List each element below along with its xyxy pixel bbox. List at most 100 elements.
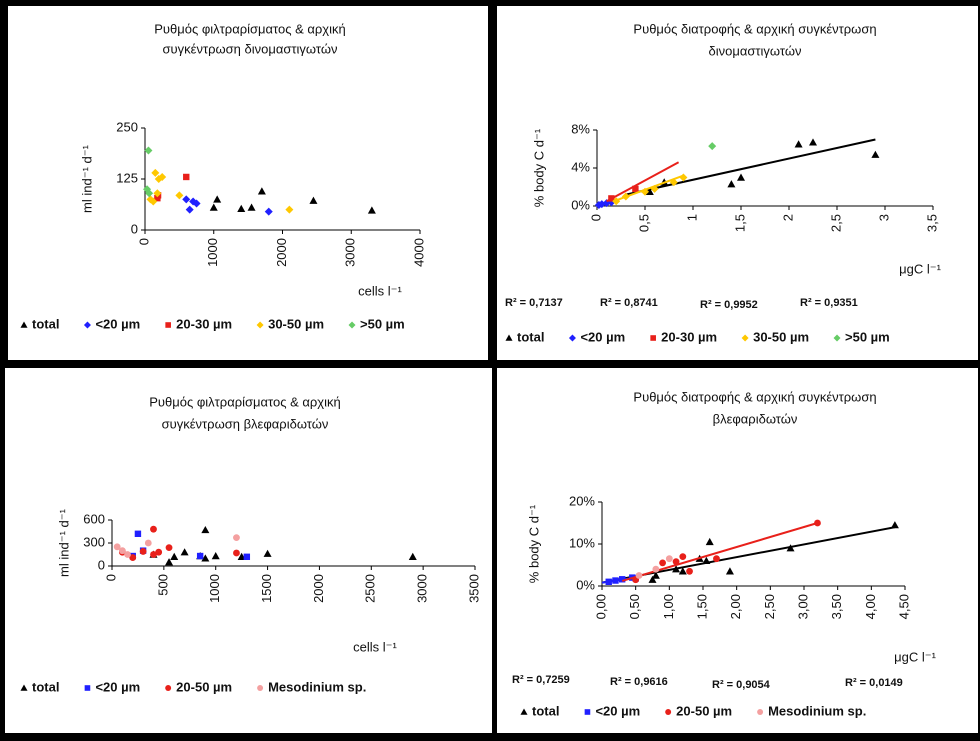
point xyxy=(672,558,680,566)
point xyxy=(263,549,272,557)
point xyxy=(134,530,142,537)
annotation: R² = 0,8741 xyxy=(600,297,658,309)
legend-label: 20-30 µm xyxy=(176,316,232,331)
x-axis-label: μgC l⁻¹ xyxy=(894,649,936,664)
point xyxy=(165,558,174,566)
y-axis-label: % body C d⁻¹ xyxy=(526,504,541,583)
chart-title: Ρυθμός διατροφής & αρχική συγκέντρωση xyxy=(633,389,876,404)
x-tick-label: 4000 xyxy=(411,238,426,267)
legend-label: 20-50 µm xyxy=(676,703,732,718)
chart-title: βλεφαριδωτών xyxy=(713,411,798,426)
point xyxy=(672,565,681,573)
x-tick-label: 3,00 xyxy=(795,594,810,619)
point xyxy=(237,204,246,212)
y-tick-label: 8% xyxy=(571,121,590,136)
point xyxy=(196,552,204,560)
point xyxy=(233,534,240,542)
point xyxy=(408,552,417,560)
point xyxy=(144,146,153,155)
legend-marker xyxy=(757,709,764,715)
annotation: R² = 0,9952 xyxy=(700,299,758,311)
legend-marker xyxy=(165,685,172,691)
x-tick-label: 1,5 xyxy=(732,214,747,232)
y-tick-label: 10% xyxy=(569,535,595,550)
x-tick-label: 1,00 xyxy=(661,594,676,619)
annotation: R² = 0,7259 xyxy=(512,674,570,686)
annotation: R² = 0,0149 xyxy=(845,677,903,689)
x-tick-label: 0,5 xyxy=(636,214,651,232)
point xyxy=(233,549,240,557)
point xyxy=(247,203,256,211)
point xyxy=(129,554,137,561)
legend-marker xyxy=(505,334,513,341)
x-tick-label: 4,50 xyxy=(896,594,911,619)
point xyxy=(183,173,190,181)
legend-marker xyxy=(256,321,264,329)
y-tick-label: 20% xyxy=(569,493,595,508)
point xyxy=(632,185,639,193)
legend-marker xyxy=(257,685,264,691)
point xyxy=(264,207,273,216)
annotation: R² = 0,9054 xyxy=(712,679,771,691)
x-tick-label: 1000 xyxy=(207,574,222,603)
panel xyxy=(497,6,978,360)
legend-label: Mesodinium sp. xyxy=(768,703,866,718)
legend-marker xyxy=(20,321,28,328)
legend-label: Mesodinium sp. xyxy=(268,679,366,694)
x-tick-label: 3500 xyxy=(466,574,481,603)
point xyxy=(209,203,218,211)
x-tick-label: 3000 xyxy=(415,574,430,603)
x-tick-label: 1,50 xyxy=(694,594,709,619)
x-tick-label: 3,50 xyxy=(829,594,844,619)
point xyxy=(151,168,160,177)
legend-marker xyxy=(20,684,28,691)
x-tick-label: 0,00 xyxy=(593,594,608,619)
point xyxy=(705,537,714,546)
point xyxy=(165,544,173,551)
x-tick-label: 2,50 xyxy=(762,594,777,619)
point xyxy=(786,544,795,552)
legend-label: total xyxy=(532,703,559,718)
point xyxy=(713,555,720,563)
x-tick-label: 500 xyxy=(155,574,170,596)
legend-label: 30-50 µm xyxy=(268,316,324,331)
point xyxy=(149,197,158,206)
x-tick-label: 0,50 xyxy=(627,594,642,619)
x-tick-label: 1000 xyxy=(205,238,220,267)
point xyxy=(285,205,294,214)
x-tick-label: 1 xyxy=(684,214,699,221)
point xyxy=(659,559,666,567)
legend-marker xyxy=(650,335,656,341)
legend-marker xyxy=(348,321,356,329)
x-tick-label: 2 xyxy=(780,214,795,221)
annotation: R² = 0,9351 xyxy=(800,297,858,309)
y-tick-label: 0 xyxy=(98,557,105,572)
point xyxy=(155,548,163,556)
x-tick-label: 3000 xyxy=(343,238,358,267)
x-axis-label: cells l⁻¹ xyxy=(353,639,397,654)
point xyxy=(150,525,157,533)
x-tick-label: 0 xyxy=(103,574,118,581)
point xyxy=(702,556,711,564)
chart-title: συγκέντρωση δινομαστιγωτών xyxy=(163,41,338,56)
y-tick-label: 600 xyxy=(83,511,105,526)
point xyxy=(679,553,687,560)
point xyxy=(145,189,154,198)
x-tick-label: 1500 xyxy=(259,574,274,603)
point xyxy=(367,206,376,214)
legend-marker xyxy=(833,334,841,342)
x-tick-label: 2,5 xyxy=(828,214,843,232)
point xyxy=(257,187,266,195)
y-axis-label: ml ind⁻¹ d⁻¹ xyxy=(79,144,94,213)
point xyxy=(794,140,803,148)
chart-title: Ρυθμός διατροφής & αρχική συγκέντρωση xyxy=(633,21,876,36)
point xyxy=(185,205,194,214)
point xyxy=(725,567,734,575)
panel xyxy=(8,6,488,360)
legend-label: total xyxy=(517,329,544,344)
point xyxy=(665,555,673,563)
point xyxy=(139,548,147,555)
chart-title: δινομαστιγωτών xyxy=(709,43,802,58)
legend-label: <20 µm xyxy=(595,703,640,718)
